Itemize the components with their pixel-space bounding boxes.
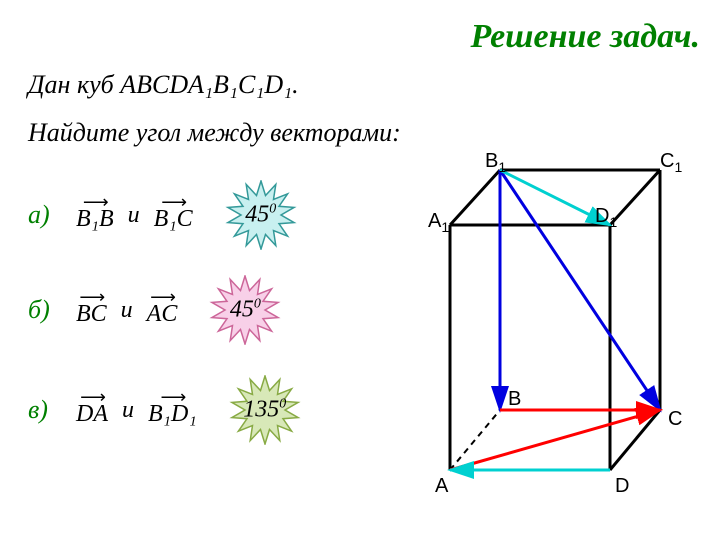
- vertex-label: D1: [595, 205, 617, 230]
- answer-burst-b: 450: [195, 275, 295, 345]
- answer-burst-c: 1350: [215, 375, 315, 445]
- vector-1: ⟶ B₁B: [76, 199, 114, 231]
- vertex-label: A: [435, 475, 448, 498]
- vector-1: ⟶ BC: [76, 294, 107, 326]
- row-letter: а): [28, 200, 70, 230]
- vector-2: ⟶ B₁D₁: [148, 394, 197, 426]
- vertex-label: C1: [660, 150, 682, 175]
- vertex-label: C: [668, 408, 682, 431]
- cube-diagram: A B C D A1 B1 C1 D1: [390, 150, 700, 510]
- vector-2: ⟶ B₁C: [154, 199, 193, 231]
- and-label: и: [121, 297, 133, 324]
- problem-find: Найдите угол между векторами:: [28, 118, 401, 148]
- row-a: а) ⟶ B₁B и ⟶ B₁C 450: [28, 180, 311, 250]
- page-title: Решение задач.: [471, 18, 700, 56]
- answer-burst-a: 450: [211, 180, 311, 250]
- vertex-label: B1: [485, 150, 506, 175]
- vertex-label: B: [508, 388, 521, 411]
- and-label: и: [122, 397, 134, 424]
- vector-1: ⟶ DA: [76, 394, 108, 426]
- vertex-label: A1: [428, 210, 449, 235]
- row-b: б) ⟶ BC и ⟶ AC 450: [28, 275, 295, 345]
- row-letter: в): [28, 395, 70, 425]
- cube-svg: [390, 150, 700, 510]
- problem-given: Дан куб ABCDA₁B₁C₁D₁.: [28, 70, 299, 100]
- vertex-label: D: [615, 475, 629, 498]
- row-letter: б): [28, 295, 70, 325]
- vector-2: ⟶ AC: [147, 294, 178, 326]
- and-label: и: [128, 202, 140, 229]
- row-c: в) ⟶ DA и ⟶ B₁D₁ 1350: [28, 375, 315, 445]
